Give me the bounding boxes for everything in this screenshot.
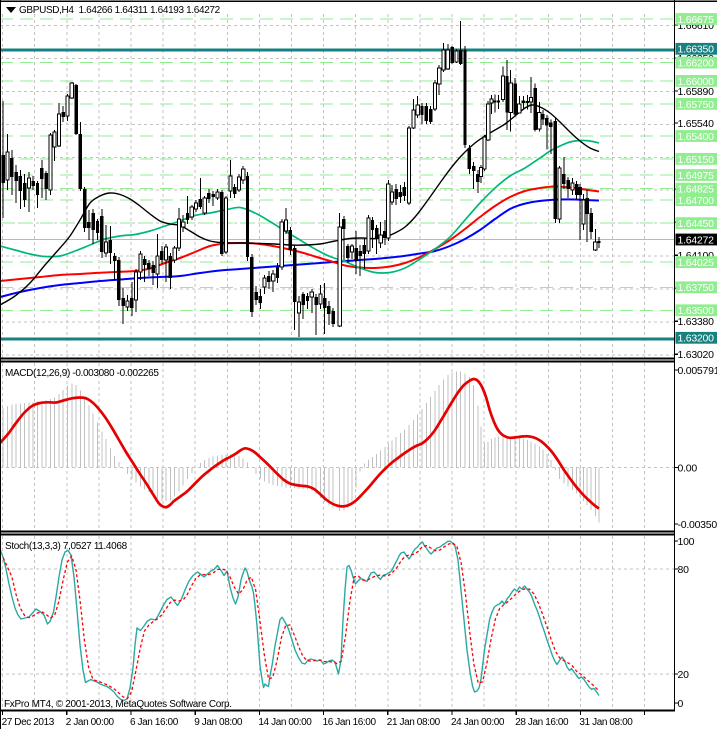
svg-text:GBPUSD,H4 1.64266 1.64311 1.6: GBPUSD,H4 1.64266 1.64311 1.64193 1.6427… (19, 5, 221, 16)
svg-text:1.66350: 1.66350 (678, 44, 715, 56)
svg-text:1.65540: 1.65540 (678, 118, 715, 130)
svg-text:24 Jan 00:00: 24 Jan 00:00 (451, 717, 505, 728)
svg-text:21 Jan 08:00: 21 Jan 08:00 (387, 717, 441, 728)
svg-text:1.64450: 1.64450 (678, 218, 715, 230)
svg-text:1.64825: 1.64825 (678, 184, 715, 196)
svg-text:1.63380: 1.63380 (678, 316, 715, 328)
svg-text:1.65750: 1.65750 (678, 99, 715, 111)
svg-text:2 Jan 00:00: 2 Jan 00:00 (66, 717, 115, 728)
svg-text:14 Jan 00:00: 14 Jan 00:00 (258, 717, 312, 728)
svg-text:1.63750: 1.63750 (678, 282, 715, 294)
svg-text:Stoch(13,3,3) 7,0527 11.4068: Stoch(13,3,3) 7,0527 11.4068 (5, 541, 128, 552)
svg-text:0.005791: 0.005791 (678, 365, 717, 377)
svg-text:1.66000: 1.66000 (678, 76, 715, 88)
svg-text:1.65150: 1.65150 (678, 154, 715, 166)
svg-text:1.66675: 1.66675 (678, 14, 715, 26)
svg-text:31 Jan 08:00: 31 Jan 08:00 (579, 717, 633, 728)
svg-text:1.65400: 1.65400 (678, 131, 715, 143)
svg-text:100: 100 (678, 536, 695, 548)
svg-text:1.64025: 1.64025 (678, 257, 715, 269)
svg-text:0.00: 0.00 (678, 462, 698, 474)
svg-text:1.63200: 1.63200 (678, 333, 715, 345)
svg-text:6 Jan 16:00: 6 Jan 16:00 (130, 717, 179, 728)
svg-text:20: 20 (678, 669, 690, 681)
svg-text:-0.003502: -0.003502 (678, 519, 717, 531)
svg-text:FxPro MT4, © 2001-2013, MetaQu: FxPro MT4, © 2001-2013, MetaQuotes Softw… (4, 699, 232, 710)
svg-text:9 Jan 08:00: 9 Jan 08:00 (194, 717, 243, 728)
svg-text:1.65890: 1.65890 (678, 86, 715, 98)
svg-text:1.64975: 1.64975 (678, 170, 715, 182)
svg-text:16 Jan 16:00: 16 Jan 16:00 (323, 717, 377, 728)
svg-text:1.64700: 1.64700 (678, 195, 715, 207)
svg-text:1.63500: 1.63500 (678, 305, 715, 317)
svg-text:1.64272: 1.64272 (678, 234, 715, 246)
svg-text:80: 80 (678, 564, 690, 576)
svg-text:28 Jan 16:00: 28 Jan 16:00 (515, 717, 569, 728)
svg-text:27 Dec 2013: 27 Dec 2013 (2, 717, 55, 728)
svg-text:MACD(12,26,9) -0.003080 -0.002: MACD(12,26,9) -0.003080 -0.002265 (5, 368, 159, 379)
svg-text:1.63020: 1.63020 (678, 349, 715, 361)
svg-text:0: 0 (678, 698, 684, 710)
svg-text:1.66200: 1.66200 (678, 58, 715, 70)
